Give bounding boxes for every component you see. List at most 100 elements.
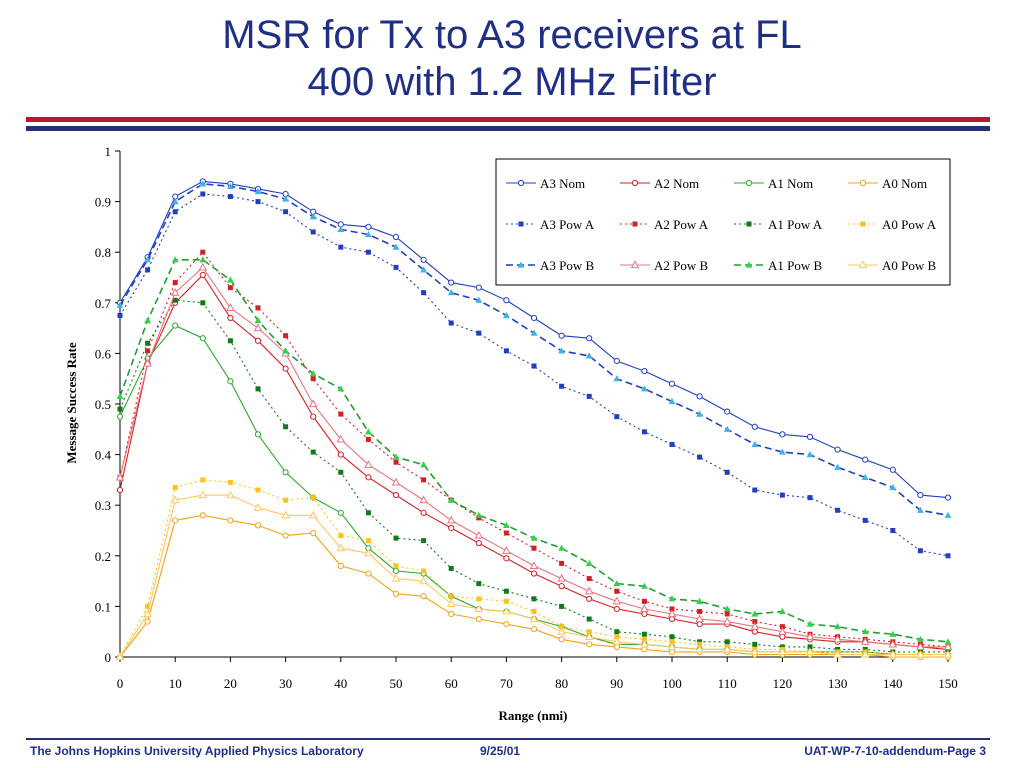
data-point-a1-pow-b <box>309 370 317 377</box>
data-point-a2-nom <box>475 540 482 547</box>
data-point-a3-pow-b <box>365 230 372 238</box>
data-point-a0-pow-a <box>586 629 592 635</box>
data-point-a1-pow-b <box>392 453 400 460</box>
data-point-a3-pow-a <box>779 492 785 498</box>
data-point-a2-pow-b <box>143 358 152 367</box>
legend-label: A3 Pow A <box>540 217 595 232</box>
legend-marker <box>745 179 753 187</box>
data-point-a2-pow-a <box>172 280 178 286</box>
data-point-a1-pow-a <box>779 644 785 650</box>
data-point-a2-nom <box>116 486 124 494</box>
x-tick-label: 140 <box>883 676 903 691</box>
data-point-a1-pow-b <box>475 511 483 518</box>
x-tick-label: 120 <box>773 676 793 691</box>
data-point-a0-pow-b <box>584 632 594 640</box>
data-point-a0-pow-b <box>778 647 787 656</box>
data-point-a0-pow-b <box>695 644 704 653</box>
series-a2-pow-b <box>115 262 953 650</box>
y-tick-label: 1 <box>105 144 112 159</box>
series-a1-pow-b <box>116 256 952 645</box>
data-point-a2-nom <box>558 583 565 590</box>
y-tick-label: 0.8 <box>95 245 111 260</box>
data-point-a2-pow-b <box>888 639 898 648</box>
data-point-a1-pow-b <box>365 428 372 435</box>
data-point-a0-pow-a <box>172 484 178 490</box>
data-point-a0-pow-a <box>559 624 565 630</box>
data-point-a2-pow-b <box>557 573 566 582</box>
data-point-a0-nom <box>337 562 344 570</box>
data-point-a1-pow-a <box>586 616 592 622</box>
data-point-a3-nom <box>696 393 703 400</box>
legend-entry-a1-nom: A1 Nom <box>734 176 813 191</box>
data-point-a2-nom <box>613 605 620 613</box>
data-point-a3-pow-a <box>227 194 233 200</box>
data-point-a2-nom <box>392 491 400 499</box>
chart-axes: 00.10.20.30.40.50.60.70.80.910 10 20 30 40 50… <box>95 144 958 691</box>
data-point-a2-nom <box>365 474 372 481</box>
chart-series <box>115 178 953 661</box>
data-point-a0-nom <box>641 646 648 653</box>
data-point-a3-pow-b <box>806 451 814 458</box>
data-point-a0-pow-b <box>170 495 180 504</box>
data-point-a1-pow-a <box>697 639 703 645</box>
data-point-a3-pow-b <box>889 483 897 491</box>
data-point-a2-nom <box>586 595 593 602</box>
data-point-a2-nom <box>420 509 427 516</box>
data-point-a2-nom <box>641 610 648 618</box>
data-point-a3-pow-a <box>503 348 509 354</box>
legend-marker <box>860 221 866 227</box>
legend-label: A3 Nom <box>540 176 585 191</box>
data-point-a2-pow-a <box>724 611 730 617</box>
data-point-a2-pow-b <box>253 323 263 332</box>
data-point-a2-pow-b <box>336 434 346 443</box>
data-point-a0-pow-a <box>669 639 675 645</box>
data-point-a3-pow-b <box>779 448 786 455</box>
legend-label: A1 Pow B <box>768 258 823 273</box>
data-point-a3-pow-a <box>724 469 730 475</box>
data-point-a0-nom <box>254 522 262 529</box>
data-point-a0-pow-b <box>722 644 732 653</box>
data-point-a1-nom <box>172 322 179 329</box>
slide-title-line-1: MSR for Tx to A3 receivers at FL <box>222 13 802 57</box>
data-point-a0-pow-a <box>283 497 289 503</box>
data-point-a0-pow-b <box>143 609 152 618</box>
data-point-a1-pow-b <box>558 544 565 551</box>
data-point-a0-pow-b <box>612 637 622 645</box>
data-point-a2-pow-b <box>833 634 842 643</box>
data-point-a2-nom <box>530 570 538 577</box>
data-point-a3-nom <box>779 431 786 438</box>
y-tick-label: 0.3 <box>95 498 111 513</box>
series-a2-pow-a <box>117 249 951 650</box>
data-point-a1-pow-a <box>310 449 316 455</box>
legend-label: A3 Pow B <box>540 258 595 273</box>
data-point-a0-nom <box>503 621 510 628</box>
data-point-a2-pow-b <box>612 596 622 605</box>
data-point-a3-pow-b <box>861 473 869 480</box>
legend-entry-a0-nom: A0 Nom <box>848 176 927 191</box>
data-point-a0-pow-b <box>502 606 511 615</box>
legend-box <box>495 158 951 286</box>
x-tick-label: 50 <box>390 676 403 691</box>
data-point-a1-pow-b <box>806 620 814 627</box>
data-point-a0-pow-b <box>750 647 760 656</box>
legend-label: A2 Pow A <box>654 217 709 232</box>
data-point-a3-pow-b <box>392 243 400 250</box>
data-point-a1-pow-b <box>834 623 841 630</box>
data-point-a1-pow-b <box>696 597 703 604</box>
data-point-a2-nom <box>254 337 262 344</box>
legend-entry-a3-pow-b: A3 Pow B <box>506 258 595 273</box>
y-tick-label: 0.7 <box>95 296 112 311</box>
data-point-a3-pow-a <box>310 229 316 235</box>
data-point-a1-pow-a <box>117 406 123 412</box>
x-tick-label: 80 <box>555 676 568 691</box>
legend-entry-a0-pow-a: A0 Pow A <box>848 217 937 232</box>
legend-marker <box>630 260 640 269</box>
legend-label: A1 Pow A <box>768 217 823 232</box>
data-point-a3-pow-b <box>944 511 952 518</box>
data-point-a3-pow-b <box>834 463 841 470</box>
data-point-a0-nom <box>558 636 565 643</box>
data-point-a0-pow-a <box>448 593 454 599</box>
data-point-a3-pow-a <box>283 209 289 215</box>
data-point-a0-nom <box>613 643 620 650</box>
legend-label: A0 Pow A <box>882 217 937 232</box>
